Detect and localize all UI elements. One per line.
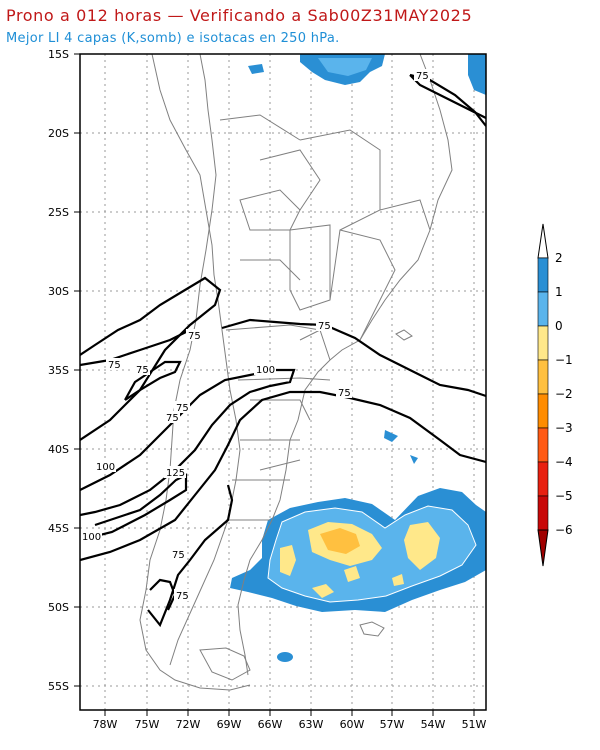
isotach-label: 75 [172, 550, 185, 561]
isotach-label: 75 [338, 388, 351, 399]
li-region-orange [320, 528, 360, 554]
lat-label: 50S [48, 601, 69, 614]
colorbar-swatch [537, 427, 549, 463]
isotach-label: 75 [176, 403, 189, 414]
isotach-label: 100 [256, 365, 275, 376]
lon-label: 66W [258, 718, 283, 731]
isotach-label: 75 [318, 321, 331, 332]
colorbar-label: −5 [555, 489, 573, 503]
map-title: Prono a 012 horas — Verificando a Sab00Z… [6, 6, 473, 25]
li-region-dark [277, 652, 293, 662]
isotach-label: 125 [166, 468, 185, 479]
li-region-yellow [312, 584, 334, 598]
colorbar-label: −1 [555, 353, 573, 367]
isotach-labels: 75 75 75 75 75 75 75 75 75 75 100 100 10… [80, 69, 430, 602]
li-region-yellow [392, 574, 404, 586]
colorbar-label: −3 [555, 421, 573, 435]
lat-label: 15S [48, 48, 69, 61]
li-region-dark [410, 455, 418, 464]
lat-labels: 15S 20S 25S 30S 35S 40S 45S 50S 55S [48, 48, 69, 693]
borders [139, 54, 453, 691]
colorbar-swatch [537, 291, 549, 327]
isotach-label: 75 [108, 360, 121, 371]
colorbar-swatch [537, 461, 549, 497]
li-region-dark [384, 430, 398, 442]
lat-label: 25S [48, 206, 69, 219]
colorbar-swatch [537, 257, 549, 293]
lon-label: 78W [93, 718, 118, 731]
lat-label: 35S [48, 364, 69, 377]
lat-label: 55S [48, 680, 69, 693]
colorbar-label: −2 [555, 387, 573, 401]
lon-labels: 78W 75W 72W 69W 66W 63W 60W 57W 54W 51W [93, 718, 487, 731]
li-region-light [318, 58, 372, 76]
lon-label: 69W [217, 718, 242, 731]
li-zero-line [267, 505, 477, 603]
colorbar-label: 1 [555, 285, 563, 299]
li-region-yellow [280, 545, 296, 576]
axis-ticks [74, 53, 475, 716]
isotach-label: 75 [136, 365, 149, 376]
map-background [80, 54, 486, 710]
lon-label: 63W [299, 718, 324, 731]
map-frame [79, 53, 487, 711]
isotach-label: 100 [82, 532, 101, 543]
isotach-label: 75 [176, 591, 189, 602]
colorbar: 2 1 0 −1 −2 −3 −4 −5 −6 [537, 223, 573, 567]
colorbar-bottom-arrow [537, 529, 549, 567]
isotach-label: 75 [166, 413, 179, 424]
colorbar-label: −4 [555, 455, 573, 469]
isotach-label: 100 [96, 462, 115, 473]
lon-label: 60W [340, 718, 365, 731]
lat-label: 30S [48, 285, 69, 298]
li-region-dark [248, 64, 264, 74]
isotach-label: 75 [188, 331, 201, 342]
isotach-label: 75 [416, 71, 429, 82]
li-shading [230, 54, 486, 662]
colorbar-swatch [537, 495, 549, 531]
colorbar-label: 0 [555, 319, 563, 333]
lat-label: 40S [48, 443, 69, 456]
lon-label: 75W [135, 718, 160, 731]
li-region-yellow [344, 566, 360, 582]
lon-label: 51W [462, 718, 487, 731]
lat-label: 45S [48, 522, 69, 535]
colorbar-top-arrow [537, 223, 549, 259]
li-region-dark [468, 54, 486, 95]
lon-label: 72W [176, 718, 201, 731]
colorbar-swatch [537, 325, 549, 361]
lat-label: 20S [48, 127, 69, 140]
colorbar-label: −6 [555, 523, 573, 537]
map-subtitle: Mejor LI 4 capas (K,somb) e isotacas en … [6, 31, 340, 46]
colorbar-swatch [537, 359, 549, 395]
lon-label: 57W [380, 718, 405, 731]
lon-label: 54W [421, 718, 446, 731]
li-region-yellow [404, 522, 440, 570]
colorbar-swatch [537, 393, 549, 429]
colorbar-label: 2 [555, 251, 563, 265]
